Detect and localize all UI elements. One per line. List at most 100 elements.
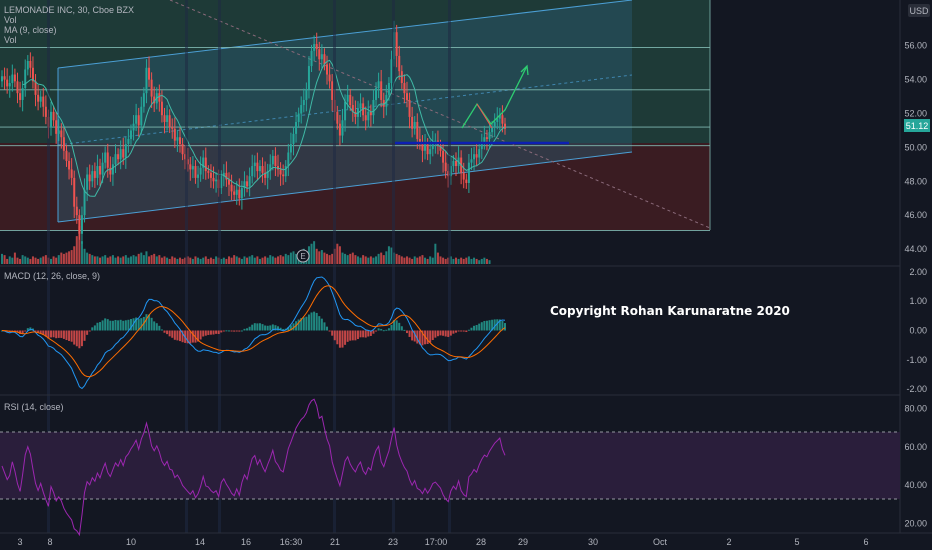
candle-body bbox=[289, 144, 292, 153]
macd-histogram-bar bbox=[356, 330, 359, 340]
price-tick-label: 54.00 bbox=[904, 75, 927, 85]
candle-body bbox=[178, 137, 181, 145]
macd-histogram-bar bbox=[302, 317, 305, 331]
macd-histogram-bar bbox=[307, 314, 310, 331]
candle-body bbox=[114, 154, 117, 165]
volume-bar bbox=[34, 257, 37, 264]
volume-bar bbox=[209, 257, 212, 264]
volume-bar bbox=[150, 255, 153, 264]
macd-histogram-bar bbox=[429, 330, 432, 343]
macd-histogram-bar bbox=[387, 328, 390, 331]
macd-histogram-bar bbox=[485, 320, 488, 331]
volume-bar bbox=[442, 257, 445, 264]
volume-bar bbox=[426, 258, 429, 264]
volume-bar bbox=[11, 257, 14, 264]
time-tick-label: 16:30 bbox=[280, 537, 303, 547]
candle-body bbox=[483, 137, 486, 143]
price-tick-label: 52.00 bbox=[904, 109, 927, 119]
volume-bar bbox=[70, 250, 73, 264]
volume-bar bbox=[99, 257, 102, 264]
price-axis[interactable]: 56.00 54.00 52.00 50.00 48.00 46.00 44.00 bbox=[904, 41, 927, 254]
macd-histogram-bar bbox=[454, 330, 457, 333]
rsi-tick-label: 60.00 bbox=[904, 442, 927, 452]
volume-bar bbox=[91, 255, 94, 264]
rsi-legend[interactable]: RSI (14, close) bbox=[4, 402, 64, 412]
macd-histogram-bar bbox=[496, 319, 499, 331]
candle-body bbox=[465, 179, 468, 183]
volume-bar bbox=[372, 257, 375, 264]
candle-body bbox=[34, 81, 37, 95]
downtrend-dashed-line[interactable] bbox=[169, 0, 711, 229]
candlestick-series bbox=[1, 20, 506, 244]
macd-histogram-bar bbox=[191, 330, 194, 343]
macd-axis[interactable]: 2.00 1.00 0.00 -1.00 -2.00 bbox=[906, 267, 927, 394]
volume-bar bbox=[202, 257, 205, 264]
macd-histogram-bar bbox=[436, 330, 439, 337]
vol-legend-2[interactable]: Vol bbox=[4, 35, 17, 45]
candle-body bbox=[212, 177, 215, 182]
volume-bar bbox=[163, 256, 166, 264]
currency-label: USD bbox=[909, 6, 929, 16]
macd-histogram-bar bbox=[93, 325, 96, 331]
ma-legend[interactable]: MA (9, close) bbox=[4, 25, 57, 35]
volume-bar bbox=[411, 258, 414, 264]
earnings-icon[interactable] bbox=[296, 249, 310, 263]
projection-path[interactable] bbox=[461, 65, 528, 129]
candle-body bbox=[181, 144, 184, 155]
currency-box[interactable] bbox=[908, 4, 930, 17]
price-tick-label: 50.00 bbox=[904, 142, 927, 152]
volume-bar bbox=[380, 252, 383, 264]
macd-pane bbox=[1, 276, 506, 390]
macd-histogram-bar bbox=[220, 330, 223, 333]
candle-body bbox=[274, 155, 277, 167]
volume-bar bbox=[375, 256, 378, 264]
candle-body bbox=[65, 150, 68, 161]
volume-bar bbox=[101, 256, 104, 264]
time-axis[interactable]: 3 8 10 14 16 16:30 21 23 17:00 28 29 30 Oct 2 5 6 bbox=[17, 537, 868, 547]
vol-legend[interactable]: Vol bbox=[4, 15, 17, 25]
ma-line bbox=[22, 59, 506, 197]
volume-bar bbox=[434, 243, 437, 264]
symbol-title[interactable]: LEMONADE INC, 30, Cboe BZX bbox=[4, 5, 134, 15]
channel-lower-line[interactable] bbox=[57, 151, 633, 223]
macd-histogram-bar bbox=[315, 312, 318, 331]
candle-body bbox=[310, 50, 313, 67]
volume-bar bbox=[271, 256, 274, 264]
macd-tick-label: 0.00 bbox=[909, 326, 927, 336]
candle-body bbox=[62, 137, 65, 151]
candle-body bbox=[8, 83, 11, 87]
candle-body bbox=[248, 176, 251, 187]
macd-histogram-bar bbox=[248, 326, 251, 331]
volume-bar bbox=[176, 258, 179, 264]
macd-histogram-bar bbox=[99, 322, 102, 331]
volume-bar bbox=[369, 256, 372, 264]
volume-bar bbox=[362, 255, 365, 264]
candle-body bbox=[398, 55, 401, 72]
candle-body bbox=[37, 94, 40, 102]
macd-histogram-bar bbox=[501, 320, 504, 331]
price-tick-label: 46.00 bbox=[904, 210, 927, 220]
candle-body bbox=[369, 111, 372, 116]
macd-histogram-bar bbox=[279, 327, 282, 331]
candle-body bbox=[60, 130, 63, 138]
macd-histogram-bar bbox=[398, 322, 401, 331]
channel-upper-line[interactable] bbox=[57, 0, 633, 69]
volume-bar bbox=[475, 258, 478, 264]
candle-body bbox=[207, 171, 210, 173]
rsi-axis[interactable]: 80.00 60.00 40.00 20.00 bbox=[904, 403, 927, 528]
macd-legend[interactable]: MACD (12, 26, close, 9) bbox=[4, 271, 100, 281]
candle-body bbox=[91, 171, 94, 182]
macd-histogram-bar bbox=[483, 320, 486, 331]
time-tick-label: 3 bbox=[17, 537, 22, 547]
time-tick-label: 8 bbox=[47, 537, 52, 547]
candle-body bbox=[176, 137, 179, 141]
volume-bar bbox=[155, 256, 158, 264]
candle-body bbox=[349, 94, 352, 106]
volume-bar bbox=[274, 257, 277, 264]
volume-bar bbox=[431, 257, 434, 264]
macd-histogram-bar bbox=[382, 330, 385, 332]
candle-body bbox=[338, 123, 341, 136]
candle-body bbox=[467, 162, 470, 183]
macd-histogram-bar bbox=[122, 320, 125, 331]
